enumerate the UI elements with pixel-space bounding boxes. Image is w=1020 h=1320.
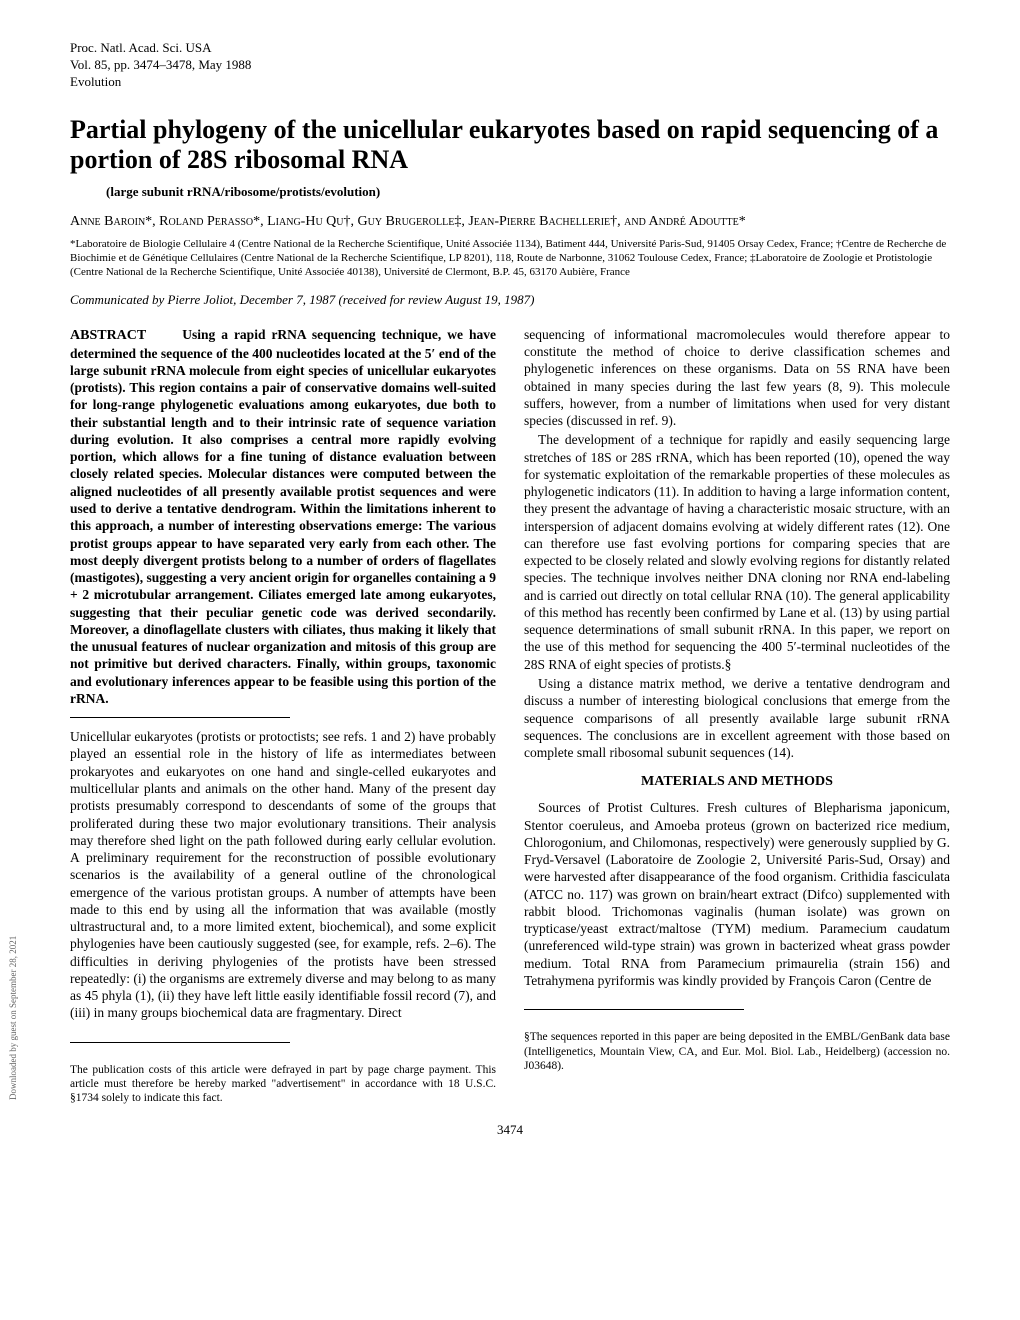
body-paragraph-r2: The development of a technique for rapid… — [524, 431, 950, 673]
abstract-label: ABSTRACT — [70, 328, 146, 343]
right-column: sequencing of informational macromolecul… — [524, 326, 950, 1106]
body-paragraph-1: Unicellular eukaryotes (protists or prot… — [70, 728, 496, 1022]
journal-section: Evolution — [70, 74, 950, 91]
journal-name: Proc. Natl. Acad. Sci. USA — [70, 40, 950, 57]
abstract-divider — [70, 717, 290, 718]
two-column-layout: ABSTRACT Using a rapid rRNA sequencing t… — [70, 326, 950, 1106]
download-watermark: Downloaded by guest on September 28, 202… — [8, 936, 18, 1100]
materials-methods-heading: MATERIALS AND METHODS — [524, 773, 950, 791]
page-number: 3474 — [70, 1122, 950, 1138]
paper-page: Proc. Natl. Acad. Sci. USA Vol. 85, pp. … — [0, 0, 1020, 1168]
left-column: ABSTRACT Using a rapid rRNA sequencing t… — [70, 326, 496, 1106]
body-paragraph-r3: Using a distance matrix method, we deriv… — [524, 675, 950, 761]
footnote-divider-left — [70, 1042, 290, 1043]
article-title: Partial phylogeny of the unicellular euk… — [70, 115, 950, 175]
footnote-divider-right — [524, 1009, 744, 1010]
abstract-text: Using a rapid rRNA sequencing technique,… — [70, 327, 496, 706]
authors-list: Anne Baroin*, Roland Perasso*, Liang-Hu … — [70, 214, 950, 230]
methods-paragraph-1: Sources of Protist Cultures. Fresh cultu… — [524, 799, 950, 989]
right-footnote: §The sequences reported in this paper ar… — [524, 1030, 950, 1073]
journal-volume: Vol. 85, pp. 3474–3478, May 1988 — [70, 57, 950, 74]
article-subtitle: (large subunit rRNA/ribosome/protists/ev… — [106, 184, 950, 200]
left-footnote: The publication costs of this article we… — [70, 1063, 496, 1106]
abstract-block: ABSTRACT Using a rapid rRNA sequencing t… — [70, 326, 496, 707]
affiliations: *Laboratoire de Biologie Cellulaire 4 (C… — [70, 238, 950, 279]
body-paragraph-r1: sequencing of informational macromolecul… — [524, 326, 950, 430]
communicated-by: Communicated by Pierre Joliot, December … — [70, 292, 950, 308]
journal-header: Proc. Natl. Acad. Sci. USA Vol. 85, pp. … — [70, 40, 950, 91]
